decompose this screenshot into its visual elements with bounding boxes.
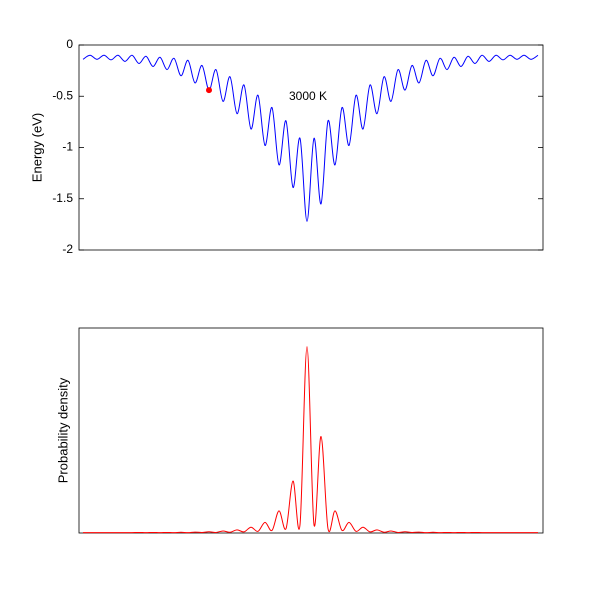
data-line bbox=[82, 346, 538, 534]
y-tick-label: -1.5 bbox=[52, 191, 73, 205]
plot-frame bbox=[78, 327, 544, 534]
y-tick-label: -0.5 bbox=[52, 88, 73, 102]
annotation: 3000 K bbox=[289, 89, 327, 103]
y-axis-label: Energy (eV) bbox=[29, 113, 44, 182]
y-tick-label: 0 bbox=[66, 37, 73, 51]
y-tick-label: -1 bbox=[62, 140, 73, 154]
marker bbox=[206, 87, 212, 94]
y-axis-label: Probability density bbox=[55, 377, 70, 483]
y-tick-label: -2 bbox=[62, 242, 73, 256]
data-line bbox=[82, 54, 539, 222]
plot-frame bbox=[78, 44, 544, 251]
